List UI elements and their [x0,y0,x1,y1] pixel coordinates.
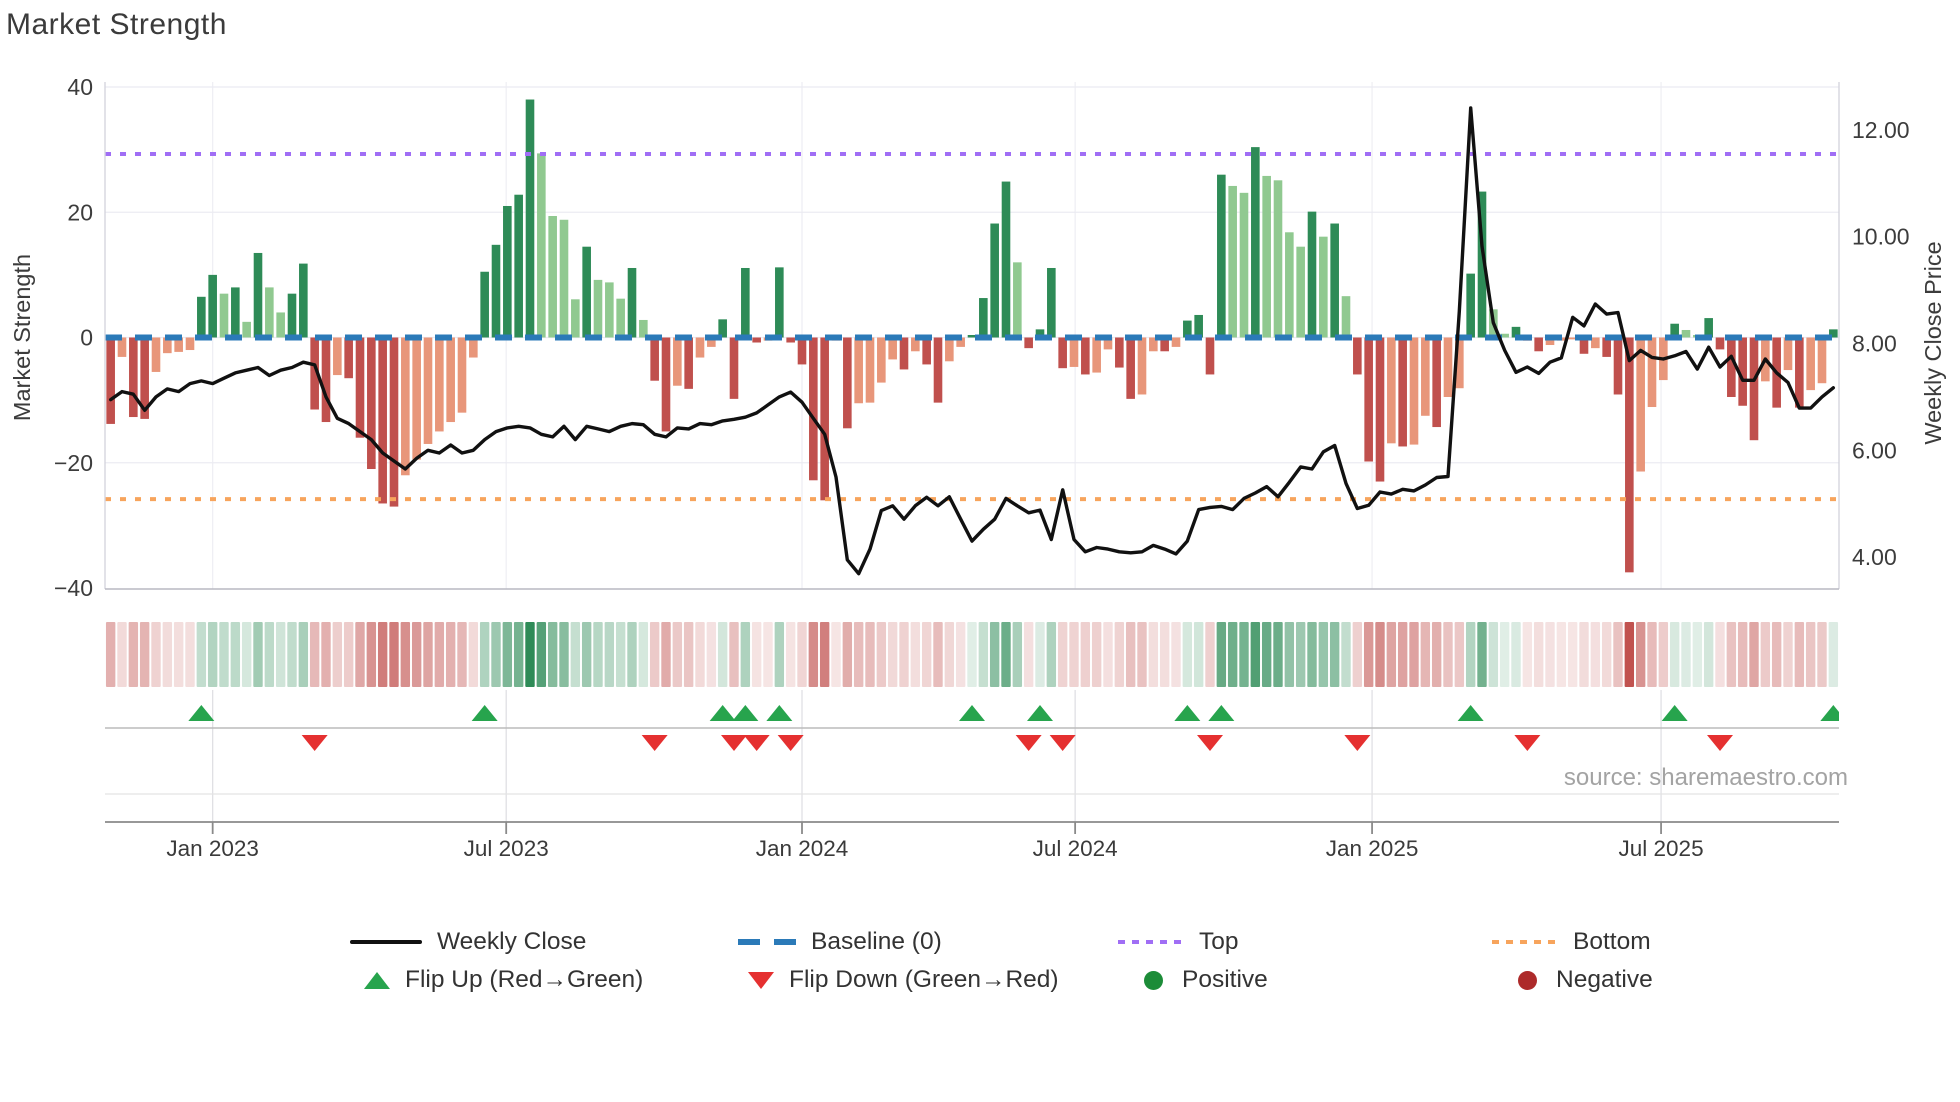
flip-down-marker [777,735,804,751]
plot-spines [104,82,1840,590]
x-tick-label: Jul 2023 [464,836,549,861]
flip-up-marker [959,705,985,721]
flip-down-triangle-icon [748,971,774,989]
legend-item-flip-down: Flip Down (Green→Red) [748,966,1059,994]
legend-item-top: Top [1118,928,1239,956]
right-tick-label: 10.00 [1852,224,1910,250]
legend-item-weekly-close: Weekly Close [350,928,586,956]
heatmap-strip [105,622,1839,687]
legend-label: Bottom [1573,928,1651,955]
flip-down-marker [1344,735,1371,751]
flip-up-triangle-icon [364,971,390,989]
flip-down-marker [721,735,747,751]
flip-up-marker [1174,705,1201,721]
legend-label: Baseline (0) [811,928,942,955]
right-tick-label: 12.00 [1852,117,1910,143]
legend-label: Negative [1556,966,1653,993]
weekly-close-line-swatch [350,939,422,945]
flip-up-marker [471,705,498,721]
flip-down-marker [743,735,770,751]
left-tick-label: 0 [80,325,93,351]
flip-down-marker [1015,735,1042,751]
legend-item-bottom: Bottom [1492,928,1651,956]
y-axis-left: 40 20 0 −20 −40 Market Strength [9,74,93,601]
right-tick-label: 6.00 [1852,437,1897,463]
left-tick-label: −40 [54,575,93,601]
flip-up-marker [1820,705,1839,721]
flip-up-marker [1027,705,1053,721]
flip-down-marker [301,735,328,751]
legend-item-positive: Positive [1140,966,1268,994]
flip-up-marker [766,705,793,721]
weekly-close-line [108,106,1836,576]
legend-label: Positive [1182,966,1268,993]
x-tick-label: Jan 2023 [166,836,259,861]
flip-down-marker [1197,735,1223,751]
legend-label: Weekly Close [437,928,587,955]
left-tick-label: 40 [67,74,93,100]
flip-down-marker [641,735,668,751]
source-credit: source: sharemaestro.com [1563,764,1848,791]
flip-markers [105,705,1839,751]
left-axis-title: Market Strength [9,254,35,421]
flip-up-marker [1457,705,1484,721]
y-axis-right: 12.00 10.00 8.00 6.00 4.00 Weekly Close Price [1852,117,1946,570]
left-tick-label: 20 [67,199,93,225]
x-tick-label: Jul 2024 [1033,836,1118,861]
right-tick-label: 4.00 [1852,544,1897,570]
strength-bars [106,99,1838,573]
legend-item-negative: Negative [1514,966,1653,994]
flip-up-marker [188,705,215,721]
legend-item-baseline: Baseline (0) [738,928,942,956]
reference-lines [105,152,1839,502]
right-tick-label: 8.00 [1852,331,1897,357]
chart-title: Market Strength [6,8,227,41]
right-axis-title: Weekly Close Price [1920,241,1946,444]
flip-up-marker [1208,705,1235,721]
bottom-dotted-swatch [1492,939,1558,945]
legend-item-flip-up: Flip Up (Red→Green) [364,966,643,994]
left-tick-label: −20 [54,450,93,476]
top-dotted-swatch [1118,939,1184,945]
flip-down-marker [1514,735,1541,751]
x-tick-label: Jul 2025 [1619,836,1704,861]
x-tick-label: Jan 2024 [756,836,849,861]
flip-up-marker [1661,705,1688,721]
legend-label: Top [1199,928,1239,955]
flip-up-marker [732,705,759,721]
legend-label: Flip Down (Green→Red) [789,966,1059,993]
negative-dot-icon [1518,970,1537,990]
flip-up-marker [709,705,736,721]
positive-dot-icon [1144,970,1163,990]
x-tick-label: Jan 2025 [1326,836,1419,861]
legend-label: Flip Up (Red→Green) [405,966,644,993]
flip-down-marker [1049,735,1076,751]
baseline-dash-swatch [738,939,796,945]
x-axis: Jan 2023 Jul 2023 Jan 2024 Jul 2024 Jan 2025… [105,793,1839,861]
flip-down-marker [1707,735,1733,751]
